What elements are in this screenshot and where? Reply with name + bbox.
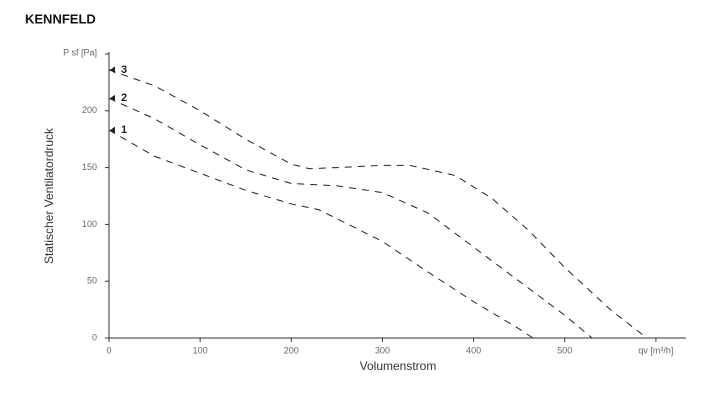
series-label: 2	[121, 92, 127, 104]
x-tick-label: 100	[193, 345, 208, 355]
y-tick-label: P sf [Pa]	[63, 47, 97, 57]
x-tick-label: qv [m³/h]	[638, 345, 673, 355]
series-marker	[110, 126, 115, 134]
y-tick-label: 0	[92, 332, 97, 342]
x-tick-label: 200	[284, 345, 299, 355]
x-tick-label: 0	[106, 345, 111, 355]
chart-title: KENNFELD	[25, 11, 96, 26]
y-tick-label: 50	[87, 276, 97, 286]
series-label: 1	[121, 124, 127, 136]
series-line	[108, 129, 534, 339]
y-tick-label: 200	[82, 105, 97, 115]
y-tick-label: 100	[82, 219, 97, 229]
x-tick-label: 400	[466, 345, 481, 355]
x-axis-title: Volumenstrom	[360, 359, 437, 373]
x-tick-label: 300	[375, 345, 390, 355]
series-line	[108, 69, 648, 339]
series-marker	[110, 94, 115, 102]
x-tick-label: 500	[557, 345, 572, 355]
y-tick-label: 150	[82, 162, 97, 172]
series-line	[108, 97, 593, 339]
series-label: 3	[121, 64, 127, 76]
series-marker	[110, 66, 115, 74]
y-axis-title: Statischer Ventilatordruck	[42, 127, 56, 264]
